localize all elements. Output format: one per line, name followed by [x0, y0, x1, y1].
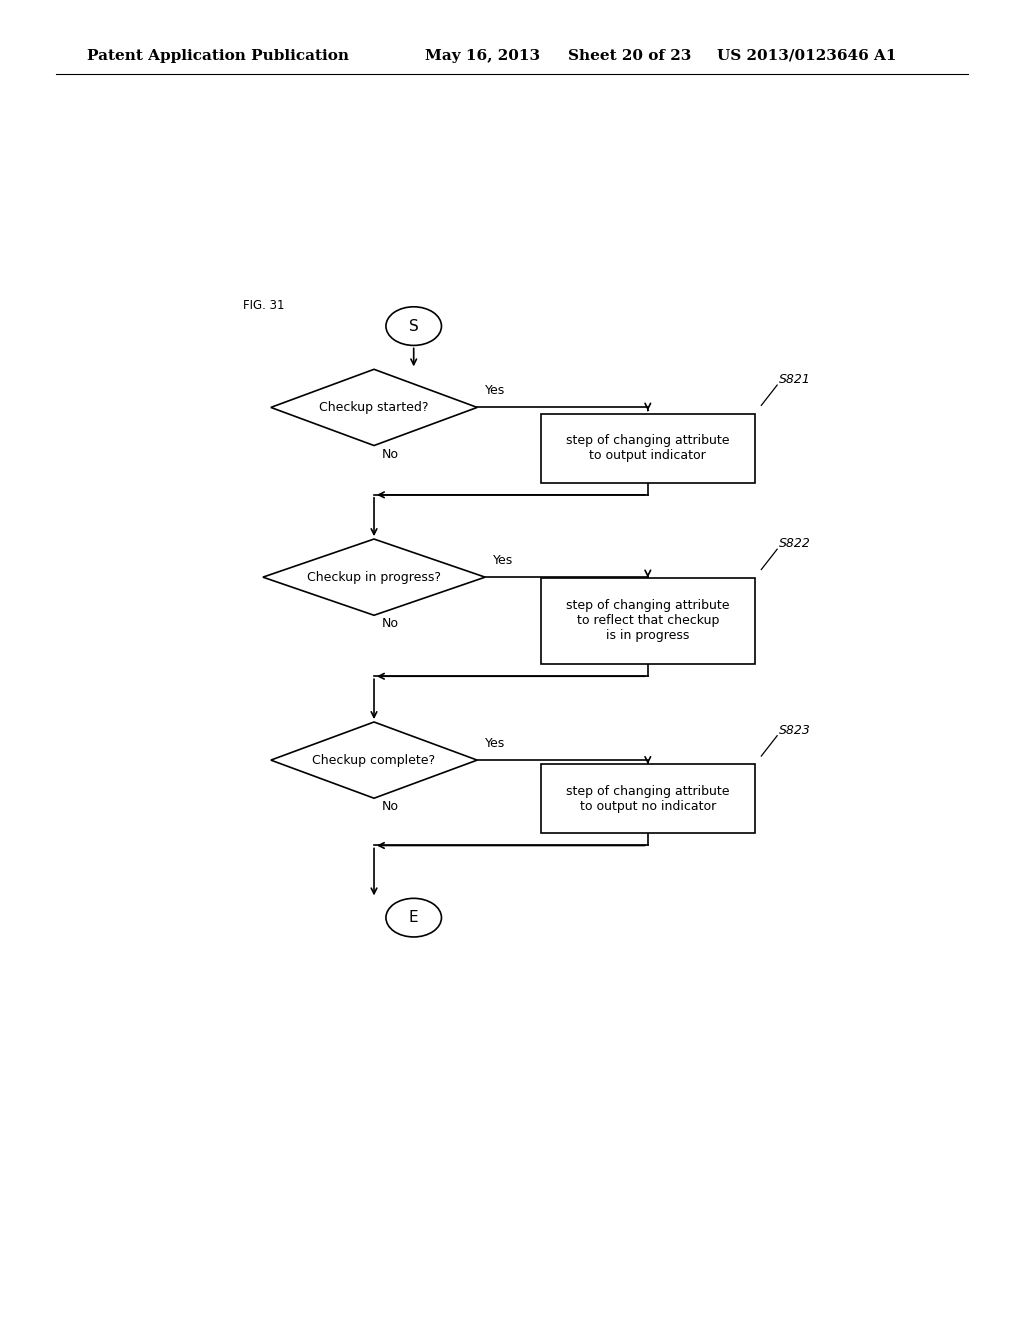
Polygon shape — [263, 539, 485, 615]
Text: step of changing attribute
to output no indicator: step of changing attribute to output no … — [566, 784, 729, 813]
Text: step of changing attribute
to reflect that checkup
is in progress: step of changing attribute to reflect th… — [566, 599, 729, 643]
Text: Patent Application Publication: Patent Application Publication — [87, 49, 349, 63]
Text: S821: S821 — [779, 374, 811, 385]
Text: No: No — [382, 618, 399, 631]
Text: Yes: Yes — [494, 554, 513, 568]
Text: Checkup complete?: Checkup complete? — [312, 754, 435, 767]
Text: Checkup in progress?: Checkup in progress? — [307, 570, 441, 583]
Ellipse shape — [386, 306, 441, 346]
Text: No: No — [382, 800, 399, 813]
Text: May 16, 2013: May 16, 2013 — [425, 49, 540, 63]
Text: Checkup started?: Checkup started? — [319, 401, 429, 414]
Text: US 2013/0123646 A1: US 2013/0123646 A1 — [717, 49, 896, 63]
FancyBboxPatch shape — [541, 413, 755, 483]
Text: FIG. 31: FIG. 31 — [243, 300, 285, 313]
Text: Yes: Yes — [485, 737, 506, 750]
Text: No: No — [382, 447, 399, 461]
Text: S822: S822 — [779, 537, 811, 550]
FancyBboxPatch shape — [541, 578, 755, 664]
Polygon shape — [270, 722, 477, 799]
Polygon shape — [270, 370, 477, 446]
Text: step of changing attribute
to output indicator: step of changing attribute to output ind… — [566, 434, 729, 462]
Ellipse shape — [386, 899, 441, 937]
Text: S: S — [409, 318, 419, 334]
FancyBboxPatch shape — [541, 764, 755, 833]
Text: Yes: Yes — [485, 384, 506, 397]
Text: Sheet 20 of 23: Sheet 20 of 23 — [568, 49, 691, 63]
Text: E: E — [409, 911, 419, 925]
Text: S823: S823 — [779, 723, 811, 737]
